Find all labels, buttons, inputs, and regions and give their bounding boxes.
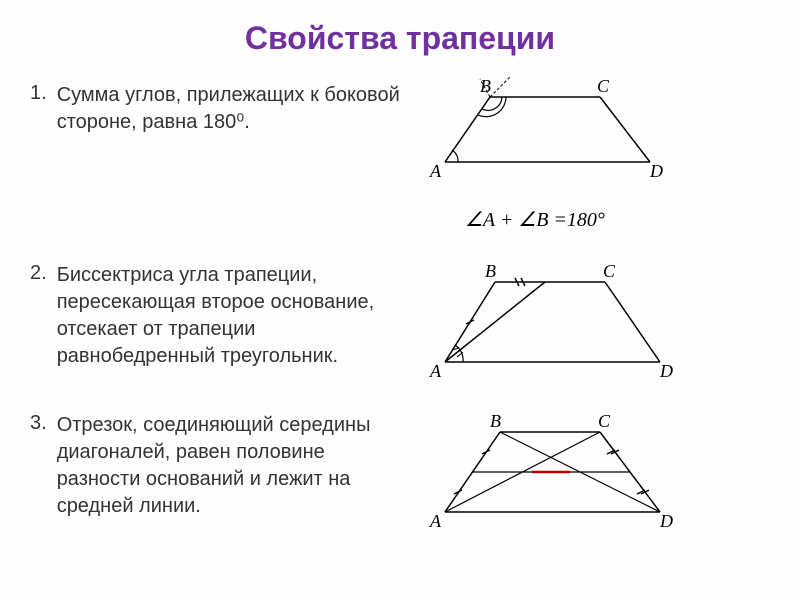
angle-formula: ∠A + ∠B =180°	[465, 207, 770, 232]
property-item-3: 3. Отрезок, соединяющий середины диагона…	[30, 412, 770, 532]
diagram-3: A B C D	[425, 412, 770, 532]
vertex-a: A	[429, 361, 442, 381]
vertex-c: C	[597, 76, 610, 96]
item-number: 2.	[30, 262, 47, 370]
vertex-a: A	[429, 511, 442, 531]
item-description: Сумма углов, прилежащих к боковой сторон…	[57, 82, 410, 136]
vertex-c: C	[598, 411, 611, 431]
item-description: Биссектриса угла трапеции, пересекающая …	[57, 262, 410, 370]
item-description: Отрезок, соединяющий середины диагоналей…	[57, 412, 410, 520]
diagram-2: A B C D	[425, 262, 770, 382]
item-number: 1.	[30, 82, 47, 136]
item-number: 3.	[30, 412, 47, 520]
vertex-a: A	[429, 161, 442, 181]
property-item-2: 2. Биссектриса угла трапеции, пересекающ…	[30, 262, 770, 382]
vertex-b: B	[485, 261, 496, 281]
diagram-1: A B C D ∠A + ∠B =180°	[425, 82, 770, 232]
vertex-b: B	[490, 411, 501, 431]
vertex-b: B	[480, 76, 491, 96]
vertex-c: C	[603, 261, 616, 281]
vertex-d: D	[659, 511, 673, 531]
content-list: 1. Сумма углов, прилежащих к боковой сто…	[30, 82, 770, 532]
page-title: Свойства трапеции	[30, 20, 770, 57]
vertex-d: D	[659, 361, 673, 381]
property-item-1: 1. Сумма углов, прилежащих к боковой сто…	[30, 82, 770, 232]
vertex-d: D	[649, 161, 663, 181]
